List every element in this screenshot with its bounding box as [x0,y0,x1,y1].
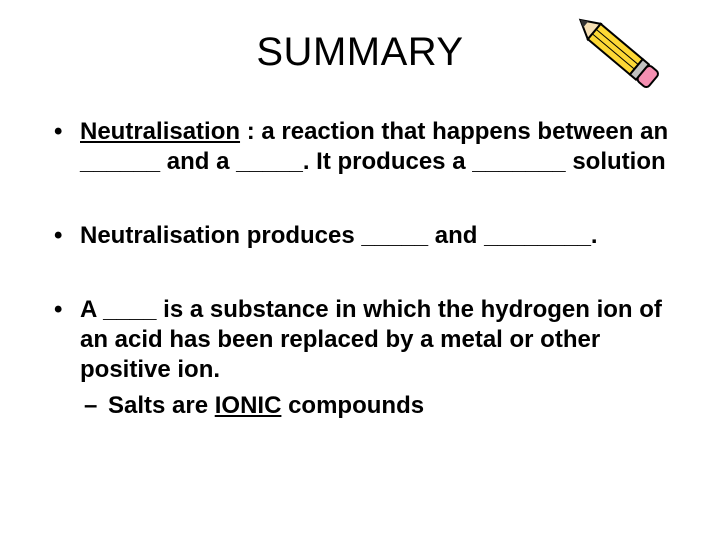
pencil-icon [566,14,676,94]
bullet-1-term: Neutralisation [80,118,240,145]
sub-bullet-1: Salts are IONIC compounds [80,391,670,421]
sub-u: IONIC [215,392,282,419]
sub-pre: Salts are [108,392,215,419]
bullet-1: Neutralisation : a reaction that happens… [50,117,670,177]
bullet-3: A ____ is a substance in which the hydro… [50,295,670,421]
slide: SUMMARY Neutralisation : a reaction that… [0,0,720,540]
bullet-3-text: A ____ is a substance in which the hydro… [80,296,662,383]
sub-post: compounds [281,392,424,419]
pencil-body [588,24,643,75]
bullet-list: Neutralisation : a reaction that happens… [50,117,670,421]
sub-list: Salts are IONIC compounds [80,391,670,421]
bullet-2: Neutralisation produces _____ and ______… [50,221,670,251]
